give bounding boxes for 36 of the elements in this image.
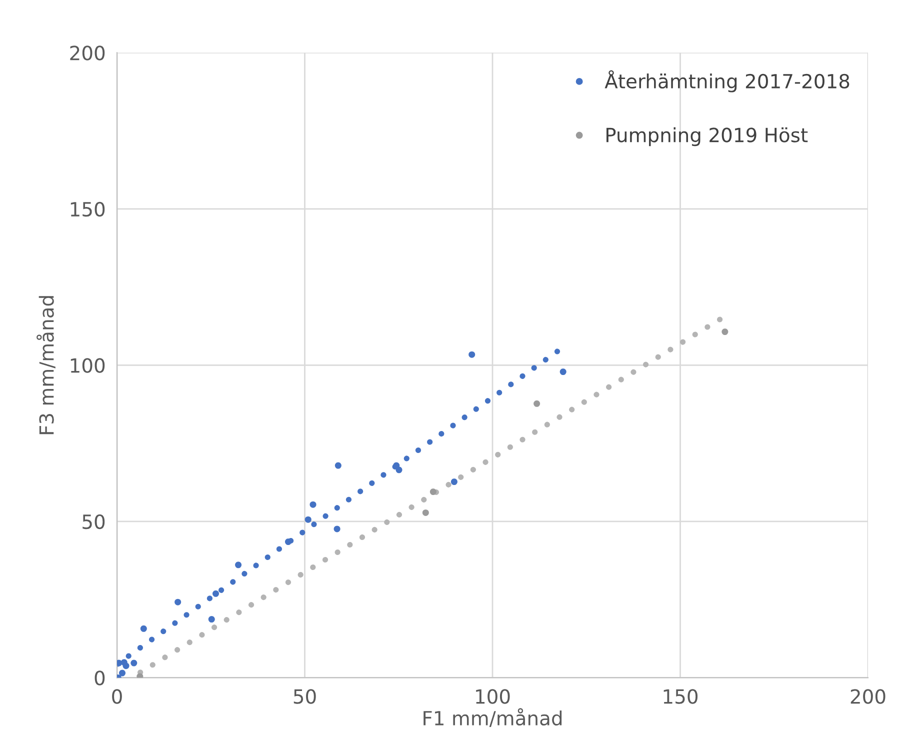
point bbox=[284, 538, 292, 546]
point bbox=[450, 478, 458, 486]
x-axis-title: F1 mm/månad bbox=[424, 708, 562, 728]
y-tick-label: 0 bbox=[94, 670, 105, 686]
y-tick-label: 150 bbox=[70, 202, 105, 217]
point bbox=[334, 462, 342, 469]
x-tick-label: 200 bbox=[850, 689, 886, 704]
y-tick-label: 200 bbox=[70, 46, 105, 60]
point bbox=[396, 466, 402, 474]
x-tick-label: 50 bbox=[294, 689, 316, 704]
point bbox=[422, 509, 429, 516]
point bbox=[560, 368, 566, 376]
point bbox=[130, 660, 138, 666]
point bbox=[140, 625, 147, 632]
point bbox=[119, 670, 126, 676]
y-tick-label: 100 bbox=[70, 358, 105, 373]
point bbox=[468, 351, 476, 358]
x-tick-label: 150 bbox=[664, 689, 698, 704]
point bbox=[304, 516, 312, 523]
legend-label: Återhämtning 2017-2018 bbox=[604, 70, 850, 92]
y-axis-title: F3 mm/månad bbox=[36, 296, 56, 434]
x-tick-label: 100 bbox=[476, 689, 510, 704]
point bbox=[334, 526, 340, 532]
point bbox=[174, 598, 182, 606]
point bbox=[722, 328, 728, 336]
point bbox=[208, 616, 215, 623]
point bbox=[235, 562, 242, 568]
point bbox=[136, 673, 144, 678]
point bbox=[534, 400, 540, 407]
point bbox=[430, 488, 436, 496]
point bbox=[212, 590, 220, 597]
legend-label: Pumpning 2019 Höst bbox=[606, 127, 808, 146]
point bbox=[310, 501, 316, 508]
point bbox=[122, 662, 130, 670]
y-tick-label: 50 bbox=[82, 514, 105, 530]
x-tick-label: 0 bbox=[112, 689, 122, 704]
